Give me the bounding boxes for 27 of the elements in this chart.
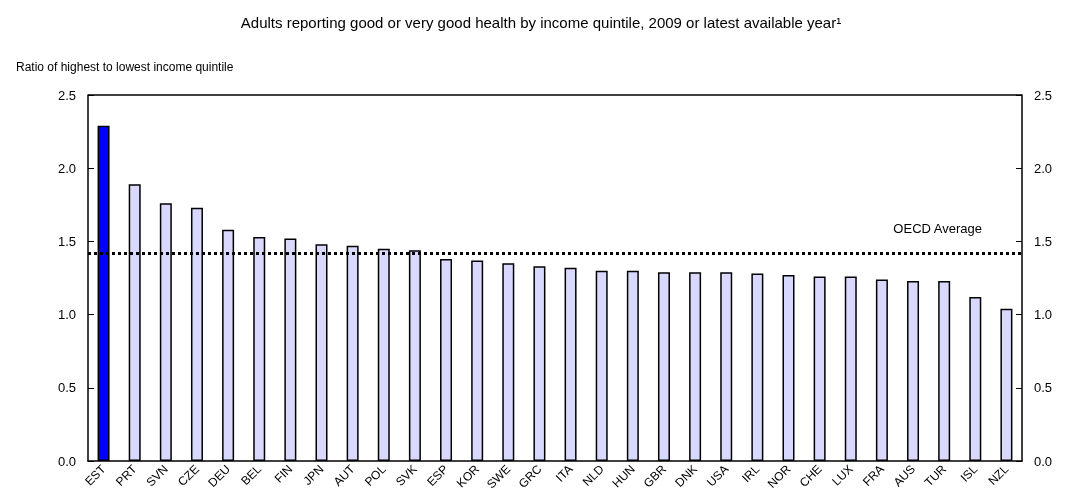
x-tick-label: IRL xyxy=(739,461,763,486)
x-tick-label: FIN xyxy=(271,462,296,486)
x-tick-label: FRA xyxy=(859,462,887,489)
x-tick-label: NLD xyxy=(579,461,607,489)
x-tick-label: JPN xyxy=(300,462,327,488)
chart-title: Adults reporting good or very good health by income quintile, 2009 or latest available year¹ xyxy=(240,14,842,31)
x-tick-label: ISL xyxy=(957,461,981,485)
y-tick-label: 0.0 xyxy=(57,453,76,469)
x-tick-label: BEL xyxy=(238,461,265,488)
x-tick-label: POL xyxy=(361,461,389,489)
y2-tick-label: 1.5 xyxy=(1034,233,1053,249)
y2-tick-label: 1.0 xyxy=(1034,307,1053,323)
y-axis-title: Ratio of highest to lowest income quintile xyxy=(16,60,234,74)
ref-line-label: OECD Average xyxy=(893,221,982,237)
y-tick-label: 1.5 xyxy=(57,233,76,249)
x-tick-label: TUR xyxy=(921,461,950,490)
y-tick-label: 2.0 xyxy=(57,160,76,176)
y-tick-label: 1.0 xyxy=(57,307,76,323)
x-tick-label: NZL xyxy=(985,461,1012,488)
y-tick-label: 2.5 xyxy=(57,87,76,103)
y2-tick-label: 0.5 xyxy=(1034,380,1053,396)
x-tick-label: ITA xyxy=(553,462,576,485)
y2-tick-label: 2.5 xyxy=(1034,87,1053,103)
y-tick-label: 0.5 xyxy=(57,380,76,396)
y2-tick-label: 0.0 xyxy=(1034,453,1053,469)
y2-tick-label: 2.0 xyxy=(1034,160,1053,176)
x-tick-label: USA xyxy=(703,462,732,490)
